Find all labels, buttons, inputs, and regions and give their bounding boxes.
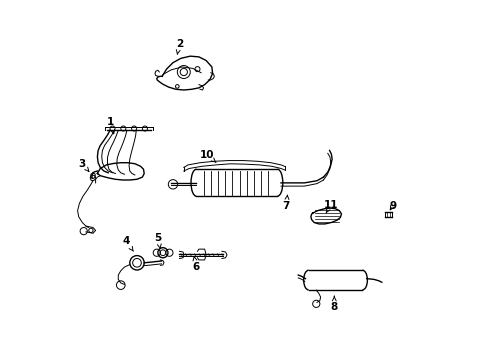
Text: 6: 6 (193, 256, 200, 272)
Text: 3: 3 (79, 159, 89, 171)
Text: 9: 9 (389, 201, 396, 211)
Text: 8: 8 (331, 296, 338, 312)
Text: 11: 11 (323, 200, 338, 213)
Text: 4: 4 (122, 236, 133, 251)
Text: 2: 2 (176, 39, 183, 54)
Text: 7: 7 (283, 195, 290, 211)
Text: 1: 1 (107, 117, 115, 134)
Text: 5: 5 (154, 233, 162, 248)
Text: 10: 10 (200, 150, 216, 163)
